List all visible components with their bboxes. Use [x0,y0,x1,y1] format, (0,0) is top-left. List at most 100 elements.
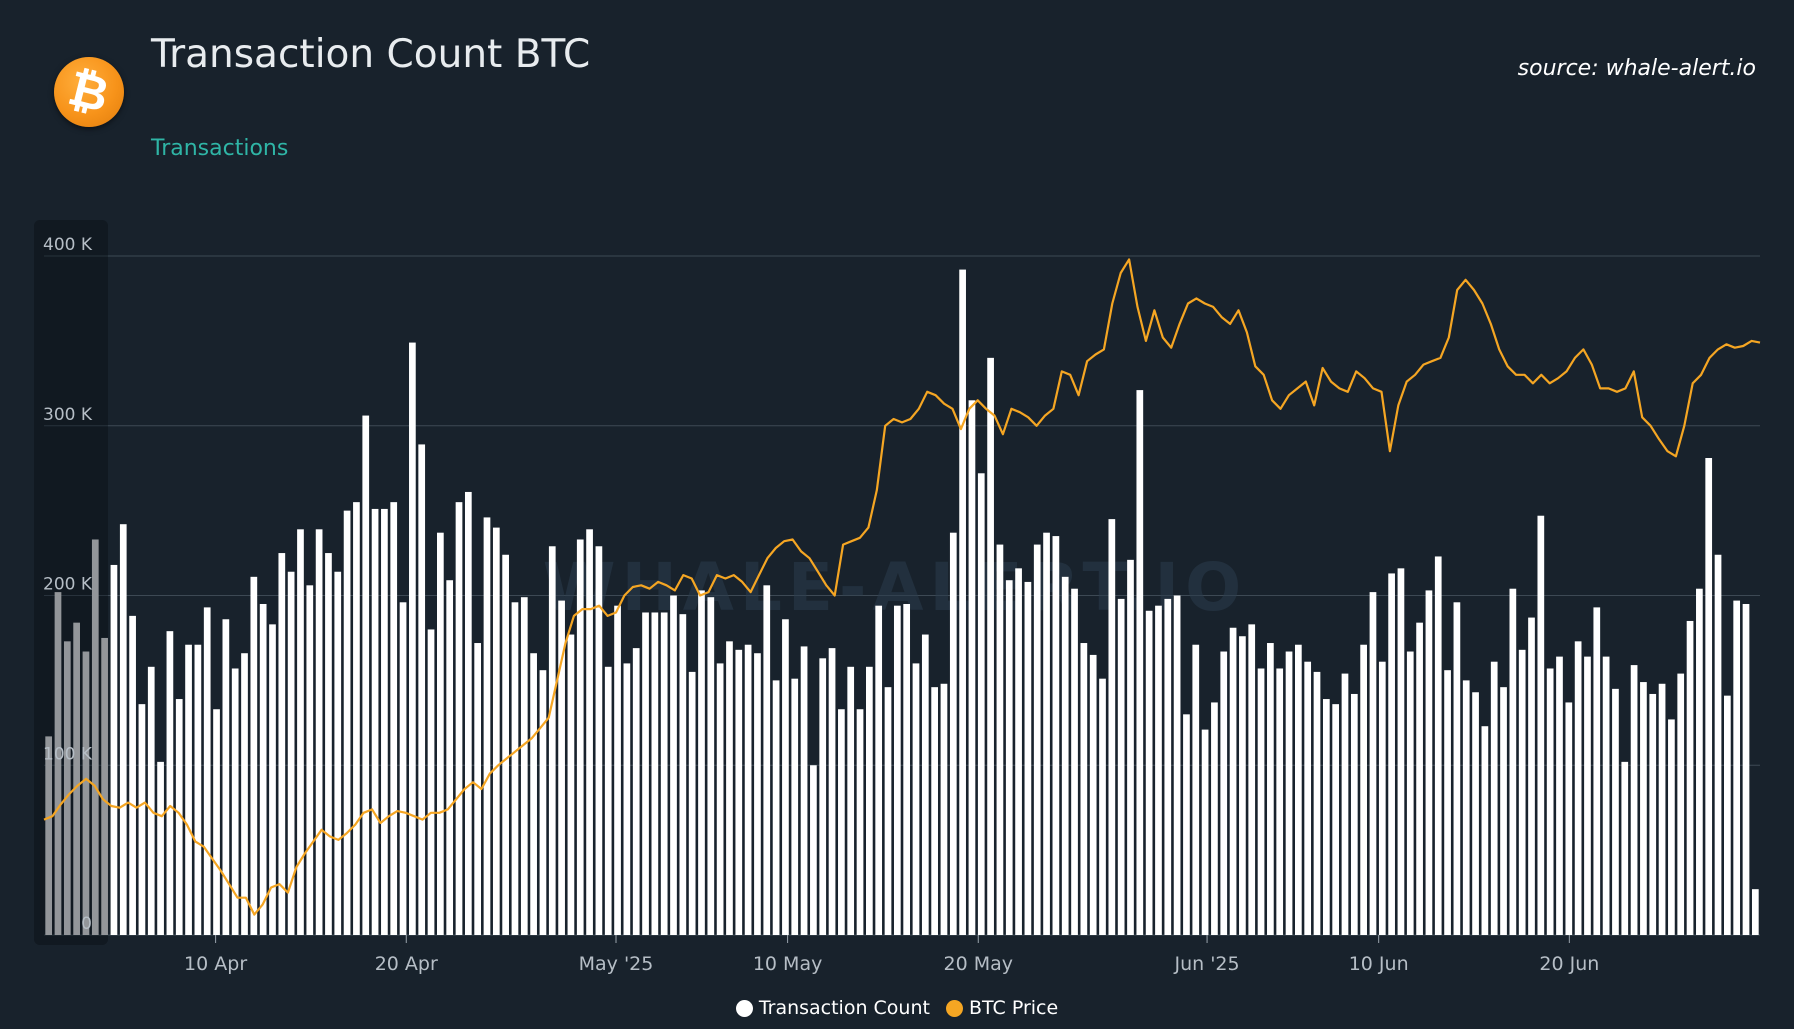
transaction-bar[interactable] [1136,390,1144,936]
transaction-bar[interactable] [1024,581,1032,935]
transaction-bar[interactable] [1267,643,1274,935]
transaction-bar[interactable] [241,653,248,935]
transaction-bar[interactable] [1444,670,1451,935]
transaction-bar[interactable] [819,658,827,935]
transaction-bar[interactable] [222,619,230,935]
transaction-bar[interactable] [856,709,864,935]
transaction-bar[interactable] [520,597,528,935]
transaction-bar[interactable] [278,553,286,935]
transaction-bar[interactable] [1341,673,1349,935]
transaction-bar[interactable] [101,637,108,935]
transaction-bar[interactable] [1528,617,1535,935]
transaction-bar[interactable] [1145,610,1153,935]
transaction-bar[interactable] [147,666,155,935]
transaction-bar[interactable] [1434,556,1442,935]
transaction-bar[interactable] [838,709,845,935]
transaction-bar[interactable] [194,644,202,935]
transaction-bar[interactable] [1211,702,1218,935]
transaction-bar[interactable] [511,602,519,935]
transaction-bar[interactable] [110,564,118,935]
transaction-bar[interactable] [1546,668,1554,935]
transaction-bar[interactable] [1696,588,1703,935]
transaction-bar[interactable] [1612,688,1619,935]
transaction-bar[interactable] [306,585,314,935]
transaction-bar[interactable] [1360,644,1367,935]
transaction-bar[interactable] [875,605,883,935]
transaction-bar[interactable] [175,699,183,935]
transaction-bar[interactable] [418,444,426,935]
transaction-bar[interactable] [754,653,761,935]
transaction-bar[interactable] [651,612,659,935]
transaction-bar[interactable] [716,663,724,935]
transaction-bar[interactable] [259,603,267,935]
transaction-bar[interactable] [1127,559,1134,935]
transaction-bar[interactable] [1593,607,1601,935]
transaction-bar[interactable] [119,524,127,935]
transaction-bar[interactable] [1313,671,1321,935]
transaction-bar[interactable] [1397,568,1405,935]
transaction-bar[interactable] [959,269,966,936]
transaction-bar[interactable] [1248,624,1256,935]
transaction-bar[interactable] [1108,519,1116,935]
transaction-bar[interactable] [828,648,836,935]
transaction-bar[interactable] [642,612,649,935]
transaction-bar[interactable] [1201,729,1209,935]
transaction-bar[interactable] [483,517,491,935]
transaction-bar[interactable] [1005,580,1013,935]
legend-item-transaction-count[interactable]: Transaction Count [735,997,930,1019]
transaction-bar[interactable] [1490,661,1498,935]
transaction-bar[interactable] [1332,704,1340,935]
transaction-bar[interactable] [670,595,677,936]
transaction-bar[interactable] [726,641,733,935]
transaction-bar[interactable] [903,603,911,935]
transaction-bar[interactable] [1052,536,1060,935]
transaction-bar[interactable] [427,629,435,935]
transaction-bar[interactable] [968,400,976,935]
transaction-bar[interactable] [129,615,136,935]
transaction-bar[interactable] [576,539,584,935]
transaction-bar[interactable] [82,651,90,935]
transaction-bar[interactable] [455,502,463,935]
transaction-bar[interactable] [595,546,603,935]
transaction-bar[interactable] [231,668,239,935]
transaction-bar[interactable] [558,600,565,935]
transaction-bar[interactable] [744,644,752,935]
transaction-bar[interactable] [772,680,780,936]
transaction-bar[interactable] [548,546,556,935]
transaction-bar[interactable] [45,736,53,935]
transaction-bar[interactable] [1518,649,1526,935]
transaction-bar[interactable] [735,649,743,935]
transaction-bar[interactable] [1705,458,1713,935]
transaction-bar[interactable] [334,571,342,935]
transaction-bar[interactable] [399,602,407,935]
transaction-bar[interactable] [381,508,388,935]
transaction-bar[interactable] [623,663,631,935]
transaction-bar[interactable] [791,678,799,935]
transaction-bar[interactable] [492,527,500,935]
transaction-bar[interactable] [604,666,612,935]
transaction-bar[interactable] [157,761,164,935]
transaction-bar[interactable] [949,532,957,935]
transaction-bar[interactable] [63,641,71,935]
transaction-bar[interactable] [362,415,370,935]
transaction-bar[interactable] [1481,726,1489,935]
transaction-bar[interactable] [977,473,985,935]
transaction-bar[interactable] [688,671,696,935]
transaction-bar[interactable] [1164,598,1172,935]
transaction-bar[interactable] [315,529,323,935]
transaction-bar[interactable] [1686,620,1694,935]
transaction-bar[interactable] [73,622,80,935]
transaction-bar[interactable] [632,648,640,935]
transaction-bar[interactable] [1285,651,1293,935]
transaction-bar[interactable] [660,612,668,935]
transaction-bar[interactable] [1751,889,1759,935]
transaction-bar[interactable] [1099,678,1106,935]
transaction-bar[interactable] [921,634,929,935]
transaction-bar[interactable] [567,634,575,935]
transaction-bar[interactable] [1033,544,1041,935]
transaction-bar[interactable] [1378,661,1386,935]
transaction-bar[interactable] [203,607,211,935]
transaction-bar[interactable] [1322,699,1330,935]
transaction-bar[interactable] [1565,702,1573,935]
transaction-bar[interactable] [810,765,817,935]
